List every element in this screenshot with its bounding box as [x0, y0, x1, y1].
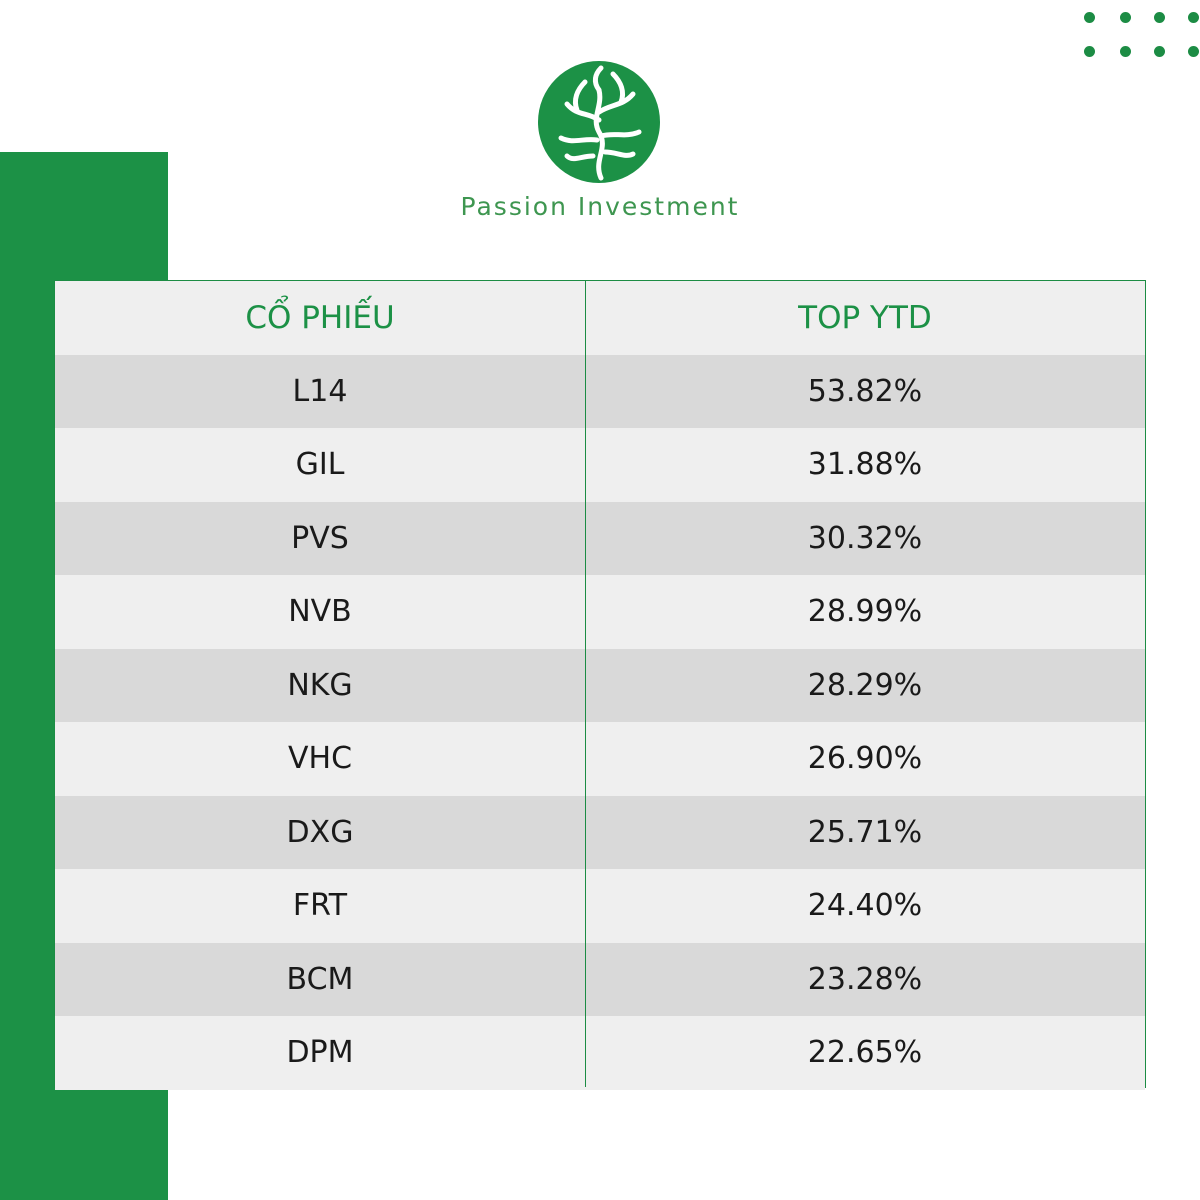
ytd-table: CỔ PHIẾU TOP YTD L14 53.82% GIL 31.88% P…	[54, 280, 1146, 1090]
ytd-cell: 31.88%	[807, 447, 923, 483]
table-row: DXG 25.71%	[55, 795, 1145, 869]
dot-icon	[1154, 46, 1165, 57]
dot-icon	[1120, 12, 1131, 23]
ytd-cell: 28.99%	[807, 594, 923, 630]
ticker-cell: NKG	[287, 667, 353, 703]
table-row: VHC 26.90%	[55, 722, 1145, 796]
ticker-cell: DPM	[286, 1035, 354, 1071]
column-divider	[585, 281, 586, 1087]
table-header-row: CỔ PHIẾU TOP YTD	[55, 281, 1145, 355]
dot-icon	[1188, 12, 1199, 23]
table-row: NKG 28.29%	[55, 648, 1145, 722]
brand-name: Passion Investment	[460, 192, 740, 221]
tree-logo-icon	[537, 60, 661, 184]
table-row: FRT 24.40%	[55, 869, 1145, 943]
ytd-cell: 23.28%	[807, 961, 923, 997]
ytd-cell: 28.29%	[807, 667, 923, 703]
ticker-cell: VHC	[287, 741, 353, 777]
table-row: DPM 22.65%	[55, 1016, 1145, 1090]
ytd-cell: 30.32%	[807, 520, 923, 556]
table-row: GIL 31.88%	[55, 428, 1145, 502]
table-row: NVB 28.99%	[55, 575, 1145, 649]
header-stock: CỔ PHIẾU	[245, 299, 395, 336]
dot-icon	[1154, 12, 1165, 23]
ticker-cell: GIL	[295, 447, 345, 483]
ticker-cell: DXG	[286, 814, 354, 850]
ticker-cell: FRT	[292, 888, 348, 924]
ytd-cell: 24.40%	[807, 888, 923, 924]
dot-icon	[1084, 46, 1095, 57]
ytd-cell: 26.90%	[807, 741, 923, 777]
dot-icon	[1120, 46, 1131, 57]
table-row: BCM 23.28%	[55, 942, 1145, 1016]
ytd-cell: 25.71%	[807, 814, 923, 850]
table-row: PVS 30.32%	[55, 501, 1145, 575]
ticker-cell: L14	[292, 373, 348, 409]
ytd-cell: 22.65%	[807, 1035, 923, 1071]
ytd-cell: 53.82%	[807, 373, 923, 409]
decorative-dots	[1084, 12, 1200, 60]
table-row: L14 53.82%	[55, 354, 1145, 428]
header-top-ytd: TOP YTD	[798, 299, 932, 336]
ticker-cell: NVB	[288, 594, 352, 630]
ticker-cell: PVS	[291, 520, 349, 556]
dot-icon	[1084, 12, 1095, 23]
ticker-cell: BCM	[286, 961, 354, 997]
dot-icon	[1188, 46, 1199, 57]
